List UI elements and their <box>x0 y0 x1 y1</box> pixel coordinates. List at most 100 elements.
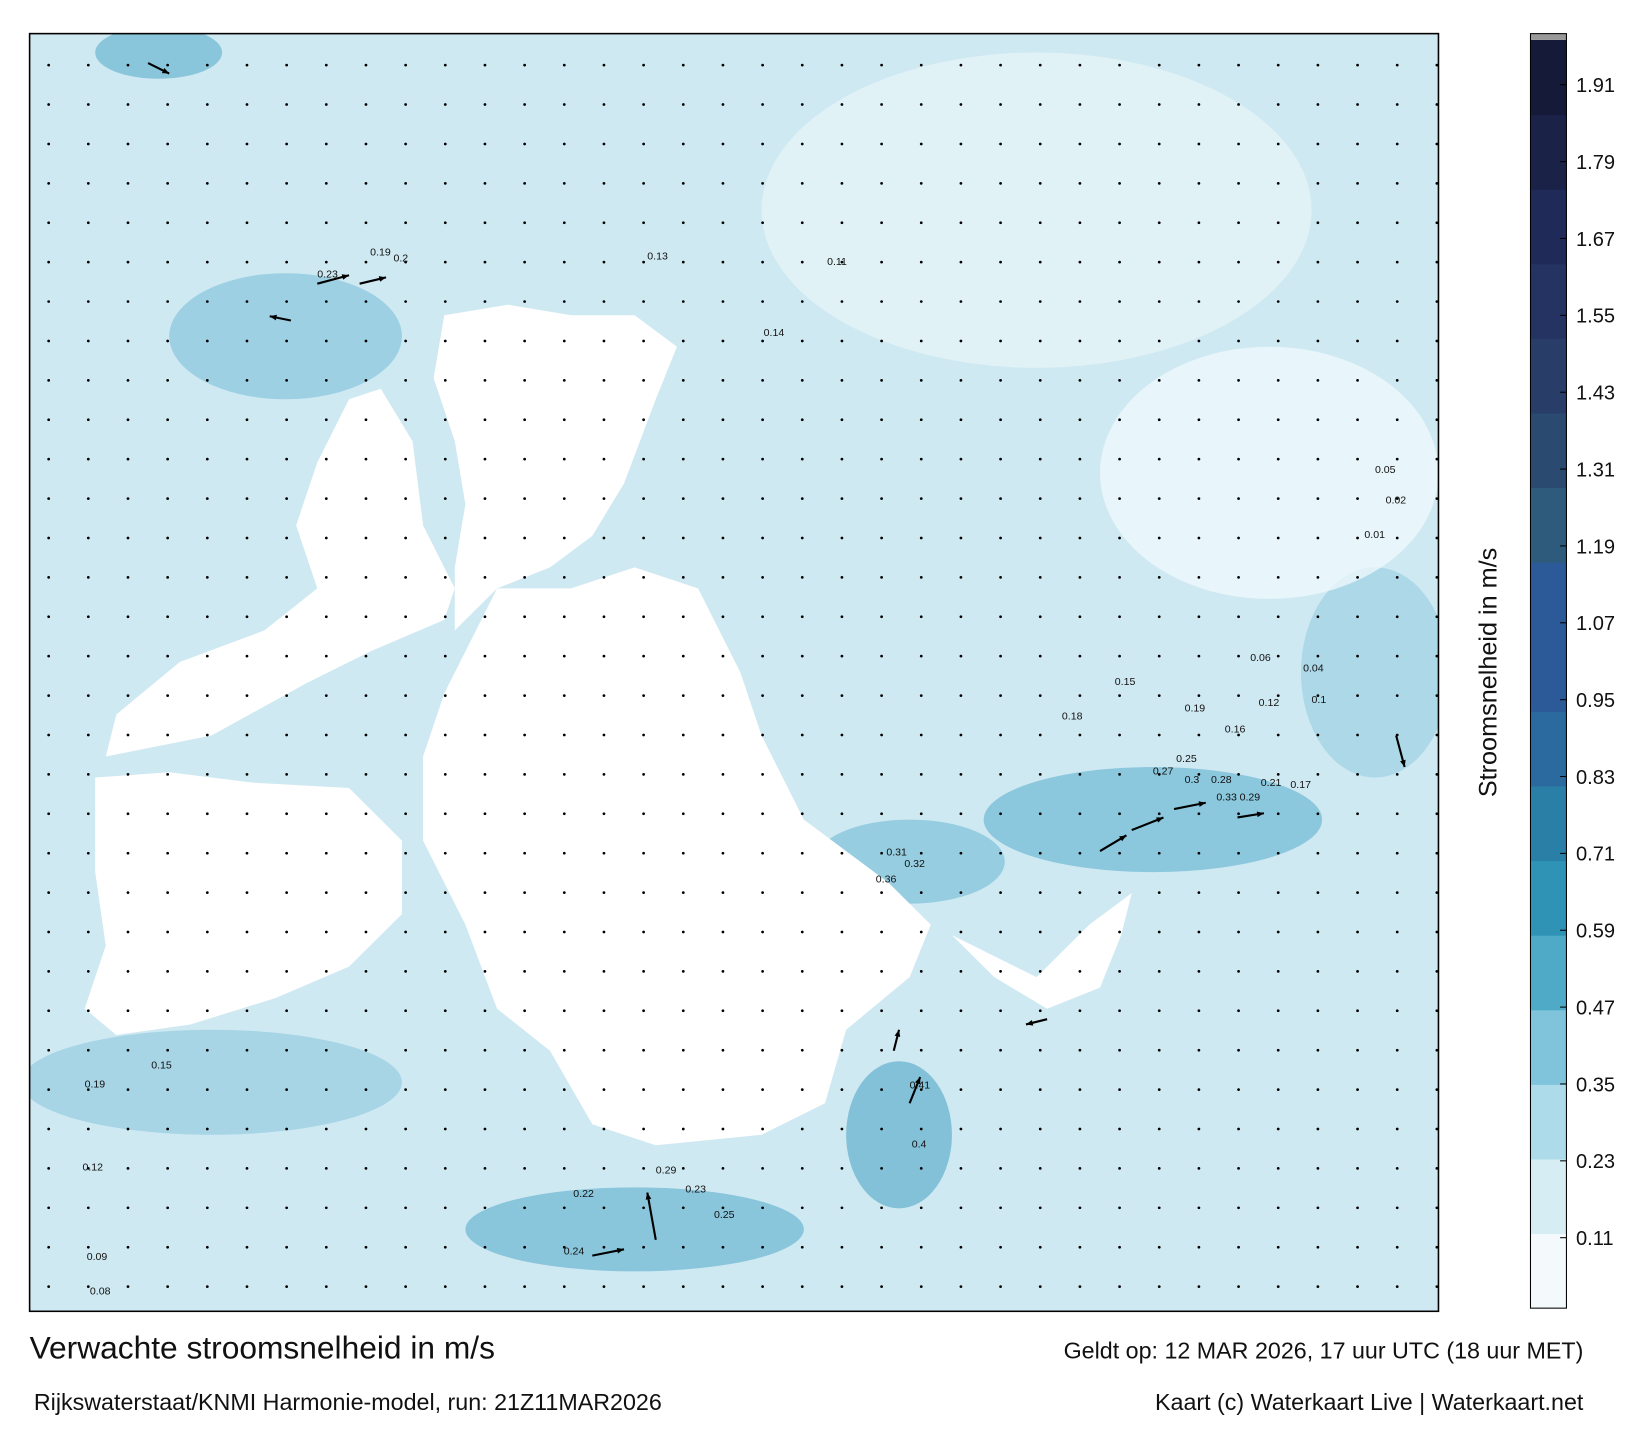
grid-dot <box>840 1127 844 1131</box>
grid-dot <box>364 63 368 67</box>
grid-dot <box>523 733 526 737</box>
speed-label: 0.41 <box>910 1080 931 1092</box>
colorbar-tick-label: 1.55 <box>1576 306 1615 328</box>
grid-dot <box>324 260 328 264</box>
grid-dot <box>681 1048 685 1052</box>
grid-dot <box>1078 339 1082 343</box>
grid-dot <box>681 1245 685 1249</box>
grid-dot <box>364 142 368 146</box>
grid-dot <box>562 457 566 461</box>
grid-dot <box>364 181 368 185</box>
grid-dot <box>404 142 408 146</box>
grid-dot <box>761 733 764 737</box>
grid-dot <box>959 773 963 776</box>
grid-dot <box>1078 891 1082 894</box>
grid-dot <box>1157 1245 1161 1249</box>
grid-dot <box>1395 1088 1399 1091</box>
grid-dot <box>1276 339 1280 343</box>
grid-dot <box>404 1206 408 1210</box>
grid-dot <box>761 1088 764 1091</box>
grid-dot <box>1435 418 1439 422</box>
grid-dot <box>681 851 685 855</box>
grid-dot <box>959 1167 963 1170</box>
grid-dot <box>166 970 170 973</box>
grid-dot <box>166 1009 170 1013</box>
grid-dot <box>404 103 408 106</box>
grid-dot <box>1157 970 1161 973</box>
grid-dot <box>285 142 289 146</box>
grid-dot <box>1118 418 1121 422</box>
grid-dot <box>47 260 51 264</box>
grid-dot <box>919 378 923 382</box>
grid-dot <box>800 576 804 579</box>
grid-dot <box>1395 812 1399 816</box>
grid-dot <box>86 891 90 894</box>
grid-dot <box>1197 103 1201 106</box>
grid-dot <box>1118 63 1121 67</box>
grid-dot <box>840 260 844 264</box>
grid-dot <box>205 1245 209 1249</box>
colorbar-tick-label: 0.23 <box>1576 1151 1615 1173</box>
grid-dot <box>562 1206 566 1210</box>
grid-dot <box>483 1285 487 1288</box>
grid-dot <box>205 181 209 185</box>
grid-dot <box>1356 891 1359 894</box>
grid-dot <box>562 260 566 264</box>
grid-dot <box>1356 1048 1359 1052</box>
grid-dot <box>761 1167 764 1170</box>
grid-dot <box>999 812 1002 816</box>
grid-dot <box>443 576 447 579</box>
grid-dot <box>324 930 328 934</box>
grid-dot <box>364 457 368 461</box>
grid-dot <box>364 654 368 658</box>
grid-dot <box>1078 1088 1082 1091</box>
grid-dot <box>959 1088 963 1091</box>
grid-dot <box>324 891 328 894</box>
grid-dot <box>840 536 844 540</box>
grid-dot <box>1038 1245 1042 1249</box>
colorbar-band <box>1530 1009 1567 1085</box>
grid-dot <box>1435 1088 1439 1091</box>
grid-dot <box>1078 497 1082 500</box>
grid-dot <box>919 891 923 894</box>
speed-label: 0.28 <box>1211 774 1232 786</box>
grid-dot <box>86 221 90 225</box>
grid-dot <box>1078 181 1082 185</box>
grid-dot <box>1276 378 1280 382</box>
grid-dot <box>245 930 249 934</box>
grid-dot <box>245 812 249 816</box>
grid-dot <box>761 812 764 816</box>
grid-dot <box>126 1048 130 1052</box>
grid-dot <box>1038 63 1042 67</box>
grid-dot <box>880 418 883 422</box>
grid-dot <box>840 615 844 619</box>
grid-dot <box>126 812 130 816</box>
grid-dot <box>761 1009 764 1013</box>
grid-dot <box>1356 694 1359 697</box>
grid-dot <box>86 733 90 737</box>
grid-dot <box>1038 812 1042 816</box>
grid-dot <box>1078 694 1082 697</box>
grid-dot <box>681 812 685 816</box>
grid-dot <box>205 1009 209 1013</box>
grid-dot <box>880 1127 883 1131</box>
grid-dot <box>1118 773 1121 776</box>
grid-dot <box>1276 1127 1280 1131</box>
grid-dot <box>959 260 963 264</box>
grid-dot <box>1237 536 1240 540</box>
grid-dot <box>1316 1009 1320 1013</box>
grid-dot <box>166 1088 170 1091</box>
grid-dot <box>47 536 51 540</box>
grid-dot <box>404 576 408 579</box>
grid-dot <box>404 930 408 934</box>
grid-dot <box>1435 181 1439 185</box>
grid-dot <box>919 1009 923 1013</box>
grid-dot <box>285 615 289 619</box>
grid-dot <box>800 1127 804 1131</box>
grid-dot <box>681 418 685 422</box>
grid-dot <box>840 142 844 146</box>
grid-dot <box>761 615 764 619</box>
grid-dot <box>324 1285 328 1288</box>
grid-dot <box>681 457 685 461</box>
grid-dot <box>364 812 368 816</box>
